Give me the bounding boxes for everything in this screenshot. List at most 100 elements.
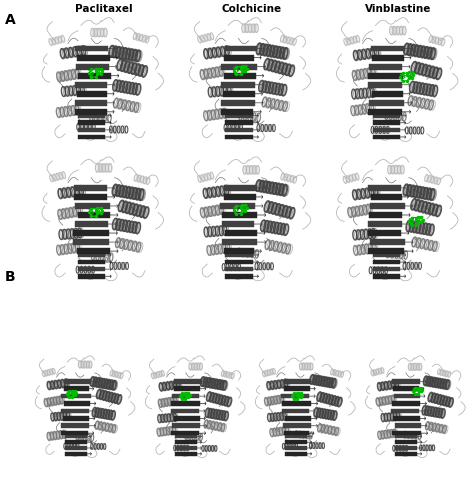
Polygon shape [285,434,307,438]
Point [238,207,246,215]
Point [403,71,411,79]
Point [243,204,251,212]
Point [408,74,416,82]
Polygon shape [369,100,403,106]
Point [99,207,106,215]
Polygon shape [65,446,87,450]
Point [88,65,95,73]
Polygon shape [221,221,255,227]
Polygon shape [368,109,402,115]
Point [184,389,192,397]
Polygon shape [373,113,400,118]
Point [183,392,191,400]
Polygon shape [224,194,255,200]
Point [232,71,240,79]
Polygon shape [282,409,309,413]
Point [238,62,246,70]
Point [181,391,189,399]
Title: Colchicine: Colchicine [221,5,281,14]
Polygon shape [395,446,418,450]
Polygon shape [283,379,311,384]
Point [94,69,102,77]
Polygon shape [226,120,253,125]
Point [88,212,95,220]
Point [186,391,193,399]
Polygon shape [395,452,418,456]
Polygon shape [171,431,199,435]
Polygon shape [78,113,105,118]
Polygon shape [175,452,197,456]
Point [297,389,304,397]
Point [94,65,101,73]
Point [414,384,422,392]
Point [94,209,101,217]
Point [238,201,246,209]
Point [415,217,422,225]
Point [412,221,420,229]
Point [419,386,426,394]
Point [94,208,102,216]
Polygon shape [392,416,420,421]
Polygon shape [76,64,109,70]
Point [65,393,73,401]
Polygon shape [368,185,401,191]
Point [85,69,93,77]
Point [239,67,246,75]
Polygon shape [61,431,88,435]
Polygon shape [75,109,107,115]
Polygon shape [370,203,405,209]
Polygon shape [285,440,307,444]
Polygon shape [224,248,255,254]
Point [182,393,190,401]
Point [238,68,246,76]
Polygon shape [370,239,405,245]
Polygon shape [284,431,309,435]
Point [85,208,93,216]
Polygon shape [226,253,253,257]
Point [94,204,101,212]
Point [72,391,79,399]
Text: A: A [5,13,16,27]
Polygon shape [282,401,311,406]
Point [68,389,76,397]
Point [92,73,100,81]
Polygon shape [372,194,401,200]
Point [237,210,245,218]
Polygon shape [78,128,105,132]
Point [178,395,186,403]
Point [97,204,104,212]
Polygon shape [77,91,107,97]
Point [417,213,425,221]
Polygon shape [285,416,311,421]
Point [178,390,186,398]
Point [73,389,80,397]
Polygon shape [392,401,420,406]
Point [92,68,100,76]
Polygon shape [64,387,89,391]
Point [418,384,425,392]
Point [242,201,249,209]
Polygon shape [78,253,105,257]
Point [397,73,404,81]
Point [290,395,298,403]
Polygon shape [62,394,91,399]
Point [70,390,77,398]
Point [237,202,245,210]
Point [295,392,302,400]
Polygon shape [174,387,201,391]
Point [290,390,298,398]
Point [410,71,417,79]
Polygon shape [64,401,90,406]
Polygon shape [284,387,310,391]
Point [411,384,419,392]
Point [88,73,95,81]
Polygon shape [373,135,400,139]
Polygon shape [174,379,201,384]
Polygon shape [395,423,421,428]
Point [237,65,245,73]
Polygon shape [221,64,257,70]
Polygon shape [61,423,89,428]
Point [99,68,106,76]
Point [181,390,189,398]
Polygon shape [65,434,87,438]
